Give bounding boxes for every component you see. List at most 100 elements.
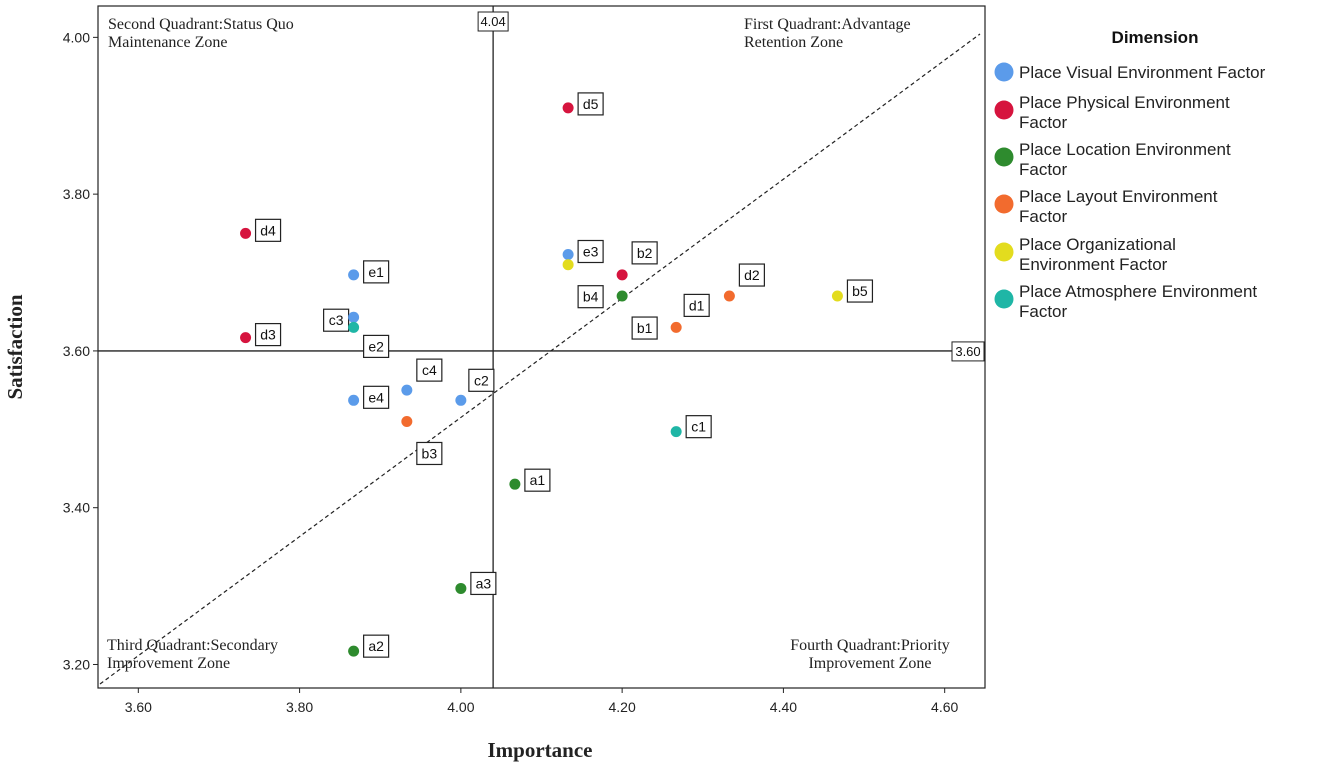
x-tick-label: 3.60 xyxy=(125,699,152,715)
legend-entry-2: Factor xyxy=(1019,113,1068,132)
y-axis-title: Satisfaction xyxy=(3,294,27,399)
point-label-box-b1 xyxy=(631,316,658,340)
point-label-box-b4 xyxy=(577,285,604,309)
y-axis-ticks: 3.20 3.40 3.60 3.80 4.00 xyxy=(63,29,98,672)
x-tick-label: 4.40 xyxy=(770,699,797,715)
point-label-e3: e3 xyxy=(583,243,599,259)
data-point-a2 xyxy=(348,645,360,657)
point-label-box-d2 xyxy=(738,263,765,287)
data-point-b4 xyxy=(562,259,574,271)
horizontal-reference-label-box xyxy=(951,341,985,362)
legend-entry-2: Place Physical Environment xyxy=(1019,93,1230,112)
data-point-c1 xyxy=(670,426,682,438)
point-label-b4: b4 xyxy=(583,289,599,305)
legend-entry-3: Factor xyxy=(1019,160,1068,179)
point-label-box-e2 xyxy=(363,334,390,359)
point-label-box-a2 xyxy=(363,634,390,658)
point-label-box-b5 xyxy=(846,279,874,303)
data-point-b1 xyxy=(616,290,628,302)
data-point-e4 xyxy=(348,394,360,406)
data-point-c4 xyxy=(401,384,413,396)
data-points: e1 c3 e4 c4 c2 e3 d4 d3 d5 b2 b1 a1 a3 a2 d2 d1 b3 b5 b4 e2… xyxy=(240,92,874,658)
point-label-d4: d4 xyxy=(260,222,276,238)
point-label-b5: b5 xyxy=(852,283,868,299)
diagonal-reference xyxy=(99,33,981,685)
point-label-box-d3 xyxy=(254,322,282,347)
point-label-box-b3 xyxy=(416,441,443,466)
data-point-d2 xyxy=(723,290,735,302)
point-label-box-b2 xyxy=(631,241,658,265)
point-label-box-d4 xyxy=(254,218,282,242)
vertical-reference-label: 4.04 xyxy=(480,14,505,29)
data-point-a3 xyxy=(455,582,467,594)
point-label-d2: d2 xyxy=(744,267,760,283)
y-tick-label: 3.60 xyxy=(63,343,90,359)
quadrant-label-first: Retention Zone xyxy=(744,34,843,51)
legend-marker-5 xyxy=(994,242,1014,262)
point-label-e4: e4 xyxy=(368,389,384,405)
point-label-a3: a3 xyxy=(476,575,492,591)
x-tick-label: 4.20 xyxy=(609,699,636,715)
data-point-d4 xyxy=(240,227,252,239)
data-point-e1 xyxy=(348,269,360,281)
legend-entry-6: Factor xyxy=(1019,302,1068,321)
data-point-d1 xyxy=(670,321,682,333)
x-axis-ticks: 3.60 3.80 4.00 4.20 4.40 4.60 xyxy=(125,688,959,715)
point-label-d5: d5 xyxy=(583,96,599,112)
point-label-c2: c2 xyxy=(474,372,489,388)
quadrant-label-third: Improvement Zone xyxy=(107,655,230,672)
legend-entry-6: Place Atmosphere Environment xyxy=(1019,282,1257,301)
horizontal-reference-label: 3.60 xyxy=(955,344,980,359)
legend-marker-1 xyxy=(994,62,1014,82)
data-point-e3 xyxy=(562,248,574,260)
quadrant-label-second: Second Quadrant:Status Quo xyxy=(108,16,294,33)
data-point-a1 xyxy=(509,478,521,490)
plot-border xyxy=(97,5,986,689)
point-label-c3: c3 xyxy=(329,312,344,328)
point-label-b2: b2 xyxy=(637,245,653,261)
data-point-d5 xyxy=(562,102,574,114)
data-point-c2 xyxy=(455,394,467,406)
point-label-b1: b1 xyxy=(637,320,653,336)
point-label-b3: b3 xyxy=(422,445,438,461)
point-label-c4: c4 xyxy=(422,362,437,378)
x-axis-title: Importance xyxy=(488,738,593,762)
point-label-d1: d1 xyxy=(689,297,705,313)
point-label-box-c4 xyxy=(416,358,443,382)
point-label-c1: c1 xyxy=(691,419,706,435)
y-tick-label: 3.20 xyxy=(63,656,90,672)
point-label-box-e1 xyxy=(363,260,390,284)
legend-entry-1: Place Visual Environment Factor xyxy=(1019,63,1266,82)
data-point-d3 xyxy=(240,332,252,344)
point-label-e1: e1 xyxy=(368,264,384,280)
x-tick-label: 3.80 xyxy=(286,699,313,715)
quadrant-label-third: Third Quadrant:Secondary xyxy=(107,637,278,654)
legend-marker-3 xyxy=(994,147,1014,167)
point-label-box-e3 xyxy=(577,239,604,264)
point-label-box-a3 xyxy=(470,571,497,596)
legend-entry-5: Environment Factor xyxy=(1019,255,1168,274)
point-label-box-a1 xyxy=(524,468,551,492)
legend: Dimension Place Visual Environment Factor… xyxy=(994,28,1266,321)
quadrant-label-fourth: Fourth Quadrant:Priority xyxy=(790,637,950,654)
point-label-box-c1 xyxy=(685,415,712,439)
x-tick-label: 4.60 xyxy=(931,699,958,715)
point-label-box-c3 xyxy=(323,308,350,332)
point-label-d3: d3 xyxy=(260,327,276,343)
point-label-a1: a1 xyxy=(530,472,546,488)
legend-marker-2 xyxy=(994,100,1014,120)
y-tick-label: 3.40 xyxy=(63,500,90,516)
legend-marker-6 xyxy=(994,289,1014,309)
point-label-box-c2 xyxy=(468,368,495,392)
point-label-box-d5 xyxy=(577,92,604,116)
x-tick-label: 4.00 xyxy=(447,699,474,715)
y-tick-label: 3.80 xyxy=(63,186,90,202)
quadrant-label-first: First Quadrant:Advantage xyxy=(744,16,911,33)
data-point-b3 xyxy=(401,415,413,427)
point-label-e2: e2 xyxy=(368,338,384,354)
point-label-box-e4 xyxy=(363,385,390,409)
point-label-a2: a2 xyxy=(368,638,384,654)
legend-marker-4 xyxy=(994,194,1014,214)
